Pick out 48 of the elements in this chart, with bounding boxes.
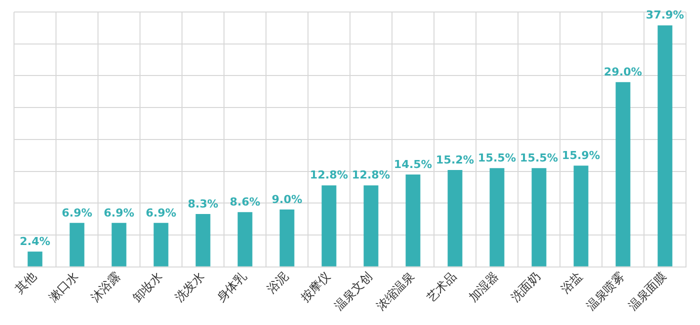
data-label: 12.8% <box>310 168 348 182</box>
x-tick-label: 沐浴露 <box>88 269 124 305</box>
bar <box>574 166 588 266</box>
data-label: 15.2% <box>436 153 474 166</box>
bar <box>196 214 210 266</box>
x-tick-label: 浓缩温泉 <box>373 269 418 314</box>
data-label: 2.4% <box>20 234 50 248</box>
data-label: 15.9% <box>562 148 600 162</box>
x-tick-label: 浴盐 <box>558 269 586 296</box>
bar <box>238 212 252 266</box>
bar <box>532 168 546 266</box>
bar <box>280 210 294 266</box>
data-label: 6.9% <box>104 206 134 220</box>
bar <box>448 170 462 266</box>
data-label: 8.3% <box>188 197 218 210</box>
x-tick-label: 卸妆水 <box>130 269 166 305</box>
data-label: 12.8% <box>352 168 390 182</box>
x-tick-label: 艺术品 <box>424 269 460 305</box>
x-tick-label: 温泉文创 <box>331 269 376 314</box>
bar <box>112 222 126 266</box>
bar <box>154 222 168 266</box>
x-tick-label: 温泉面膜 <box>625 269 670 314</box>
bar <box>70 222 84 266</box>
data-label: 6.9% <box>62 206 92 220</box>
bar <box>616 82 630 266</box>
x-tick-label: 浴泥 <box>264 269 292 296</box>
data-label: 29.0% <box>604 65 642 78</box>
data-label: 9.0% <box>272 192 302 206</box>
x-tick-label: 加湿器 <box>466 269 502 305</box>
bar <box>364 185 378 266</box>
x-tick-label: 按摩仪 <box>298 269 334 305</box>
data-label: 14.5% <box>394 158 432 171</box>
bar <box>658 25 672 266</box>
data-label: 6.9% <box>146 206 176 220</box>
x-tick-label: 洗发水 <box>172 269 208 305</box>
data-label: 37.9% <box>646 8 684 22</box>
x-tick-label: 其他 <box>12 269 40 296</box>
data-label: 15.5% <box>520 151 558 164</box>
data-label: 15.5% <box>478 151 516 164</box>
x-tick-label: 洗面奶 <box>508 269 544 305</box>
bar <box>406 174 420 266</box>
bar <box>490 168 504 266</box>
x-tick-label: 温泉喷雾 <box>583 269 628 314</box>
x-tick-label: 身体乳 <box>214 269 250 305</box>
bar <box>322 185 336 266</box>
data-label: 8.6% <box>230 195 260 208</box>
bar <box>28 252 42 266</box>
x-tick-label: 漱口水 <box>46 269 82 305</box>
